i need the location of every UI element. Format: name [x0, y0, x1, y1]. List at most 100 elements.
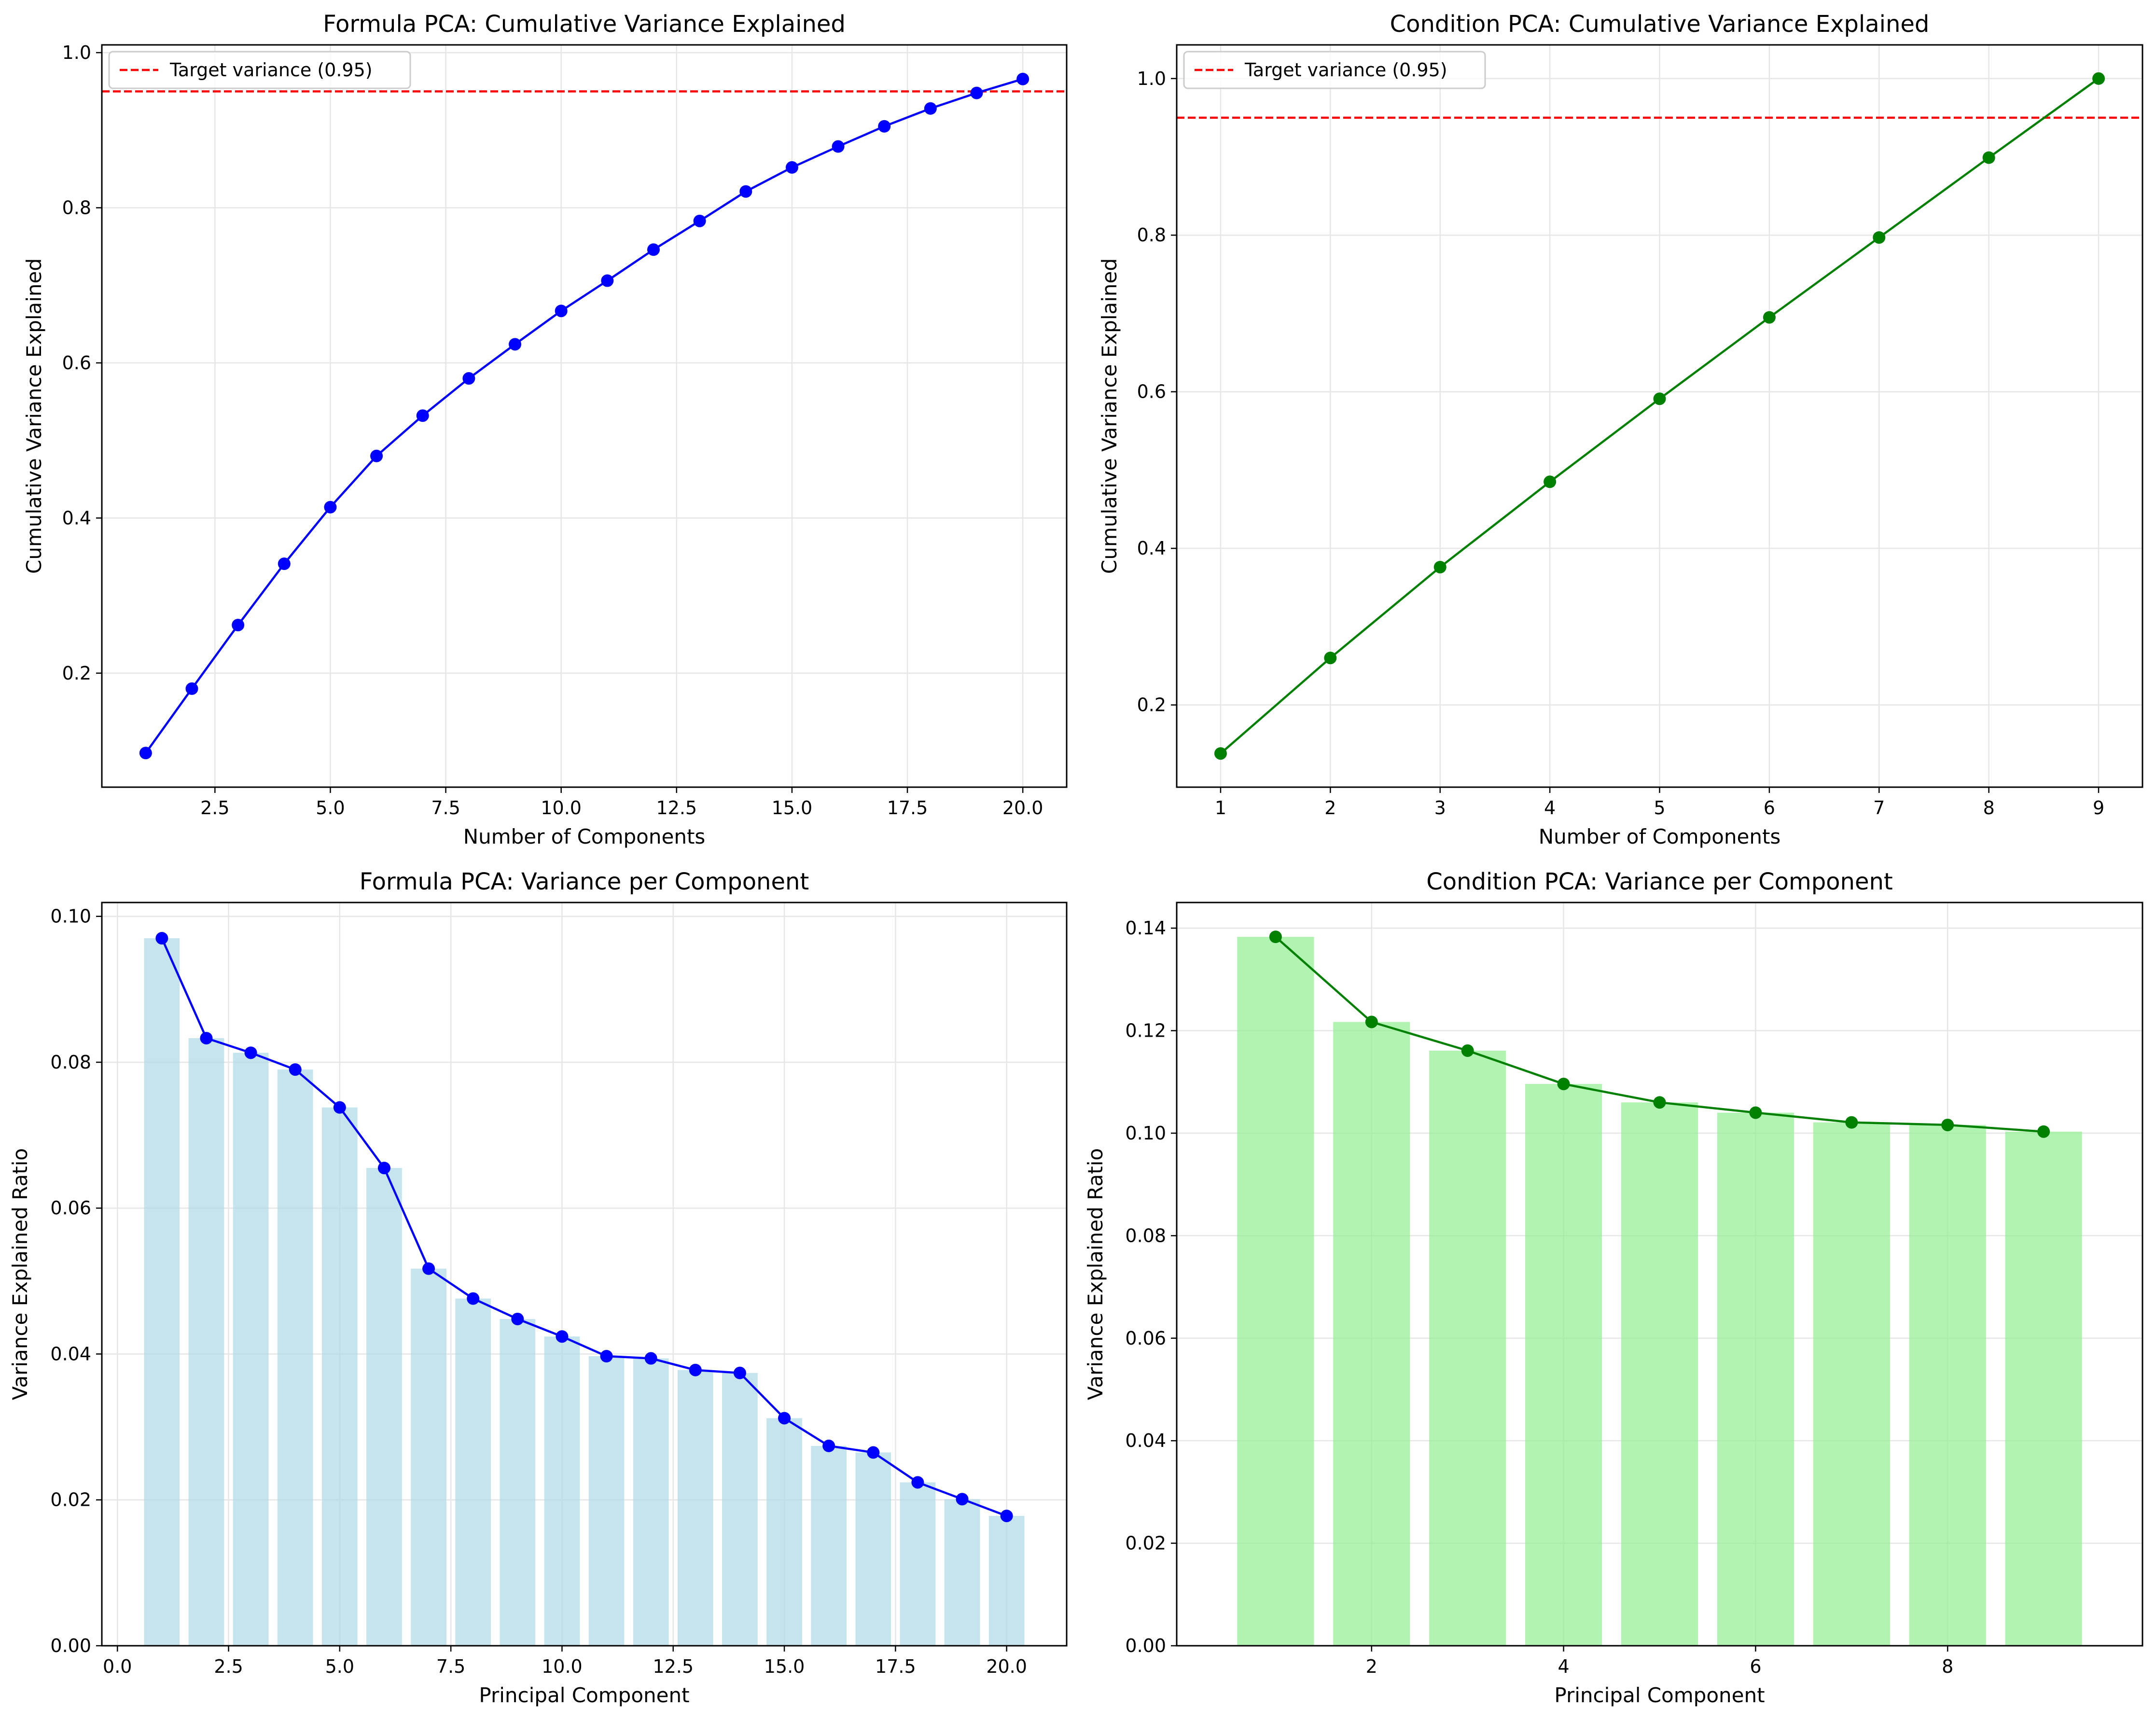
y-tick-label: 0.4 — [62, 507, 91, 528]
x-axis-label: Principal Component — [1554, 1683, 1765, 1707]
plot-area — [102, 45, 1067, 787]
x-tick-label: 6 — [1764, 797, 1775, 819]
series-points-layer — [1269, 930, 2050, 1138]
x-tick-label: 20.0 — [986, 1656, 1027, 1677]
x-tick-label: 12.5 — [653, 1656, 694, 1677]
data-point — [370, 449, 383, 462]
y-tick-label: 0.8 — [62, 197, 91, 218]
bar — [1237, 937, 1314, 1646]
data-point — [867, 1446, 880, 1459]
data-point — [377, 1162, 390, 1175]
data-point — [324, 500, 337, 514]
data-point — [600, 1350, 613, 1363]
x-tick-label: 2 — [1366, 1656, 1377, 1677]
x-tick-label: 8 — [1942, 1656, 1953, 1677]
y-tick-label: 0.08 — [1125, 1225, 1166, 1246]
bar — [1813, 1122, 1890, 1646]
ticks: 1 2 3 4 5 6 7 8 9 0.2 0.4 0.6 0.8 1.0 — [1137, 68, 2105, 819]
bar — [1909, 1125, 1986, 1646]
bar — [277, 1069, 313, 1646]
bar — [1333, 1022, 1410, 1646]
data-point — [970, 86, 983, 99]
x-tick-label: 1 — [1215, 797, 1226, 819]
data-point — [467, 1292, 480, 1305]
data-point — [647, 243, 660, 256]
bar — [544, 1336, 580, 1646]
bar — [366, 1168, 402, 1646]
x-tick-label: 7.5 — [436, 1656, 465, 1677]
series-line-layer — [145, 78, 1023, 754]
data-point — [2037, 1125, 2050, 1138]
data-point — [1653, 392, 1666, 405]
bar — [321, 1107, 358, 1646]
series-points-layer — [139, 72, 1029, 760]
axes-frame — [101, 44, 1068, 788]
x-tick-label: 6 — [1750, 1656, 1761, 1677]
data-point — [832, 140, 845, 153]
y-tick-label: 0.6 — [1137, 381, 1166, 403]
data-point — [822, 1439, 835, 1452]
x-tick-label: 4 — [1544, 797, 1556, 819]
legend: Target variance (0.95) — [108, 51, 411, 89]
data-point — [1324, 652, 1337, 665]
x-tick-label: 4 — [1558, 1656, 1569, 1677]
x-tick-label: 10.0 — [542, 1656, 583, 1677]
x-tick-label: 2 — [1324, 797, 1336, 819]
axes-frame — [1176, 902, 2143, 1647]
y-tick-label: 0.06 — [1125, 1328, 1166, 1349]
x-axis-label: Number of Components — [463, 825, 706, 848]
data-point — [1982, 151, 1995, 164]
y-axis-label: Variance Explained Ratio — [8, 1148, 32, 1400]
x-tick-label: 7.5 — [431, 797, 460, 819]
data-point — [924, 102, 937, 115]
bar — [188, 1038, 224, 1646]
y-axis-label: Cumulative Variance Explained — [22, 258, 46, 574]
chart-title: Formula PCA: Variance per Component — [360, 868, 809, 895]
bar — [1717, 1112, 1794, 1646]
condition-per-component-panel: 2 4 6 8 0.00 0.02 0.04 0.06 0.08 0.10 0.12 0.14 Con… — [1084, 868, 2143, 1707]
data-point — [333, 1101, 346, 1114]
axes-frame — [101, 902, 1068, 1647]
series-points-layer — [155, 932, 1013, 1522]
data-point — [1763, 311, 1776, 324]
data-point — [155, 932, 168, 945]
data-point — [416, 409, 429, 422]
bar — [2005, 1131, 2082, 1646]
data-point — [689, 1363, 702, 1376]
x-tick-label: 2.5 — [200, 797, 229, 819]
x-tick-label: 2.5 — [214, 1656, 243, 1677]
series-line — [145, 78, 1023, 754]
y-tick-label: 0.4 — [1137, 538, 1166, 559]
formula-cumulative-panel: 2.5 5.0 7.5 10.0 12.5 15.0 17.5 20.0 0.2 0.4 0.6 0.… — [22, 11, 1068, 848]
y-tick-label: 0.8 — [1137, 224, 1166, 246]
bar — [588, 1356, 625, 1646]
data-point — [693, 214, 706, 227]
x-tick-label: 15.0 — [764, 1656, 805, 1677]
bar — [144, 938, 180, 1646]
data-point — [644, 1352, 657, 1365]
data-point — [1557, 1077, 1570, 1090]
data-point — [1461, 1044, 1474, 1057]
data-point — [1016, 72, 1029, 85]
x-tick-label: 8 — [1983, 797, 1995, 819]
chart-title: Condition PCA: Cumulative Variance Expla… — [1390, 11, 1930, 38]
y-tick-label: 1.0 — [1137, 68, 1166, 89]
data-point — [1845, 1116, 1858, 1129]
legend: Target variance (0.95) — [1183, 51, 1486, 89]
data-point — [509, 338, 522, 351]
y-tick-label: 0.06 — [50, 1197, 91, 1219]
data-point — [462, 372, 475, 385]
bar — [677, 1370, 713, 1646]
y-tick-label: 0.04 — [1125, 1430, 1166, 1451]
data-point — [185, 682, 198, 695]
y-tick-label: 0.04 — [50, 1343, 91, 1364]
data-point — [1000, 1509, 1013, 1522]
y-axis-label: Variance Explained Ratio — [1084, 1148, 1107, 1400]
data-point — [1214, 747, 1227, 760]
bars — [1237, 937, 2082, 1646]
chart-title: Condition PCA: Variance per Component — [1426, 868, 1892, 895]
data-point — [2092, 72, 2105, 85]
x-tick-label: 0.0 — [103, 1656, 132, 1677]
grid — [102, 45, 1067, 787]
